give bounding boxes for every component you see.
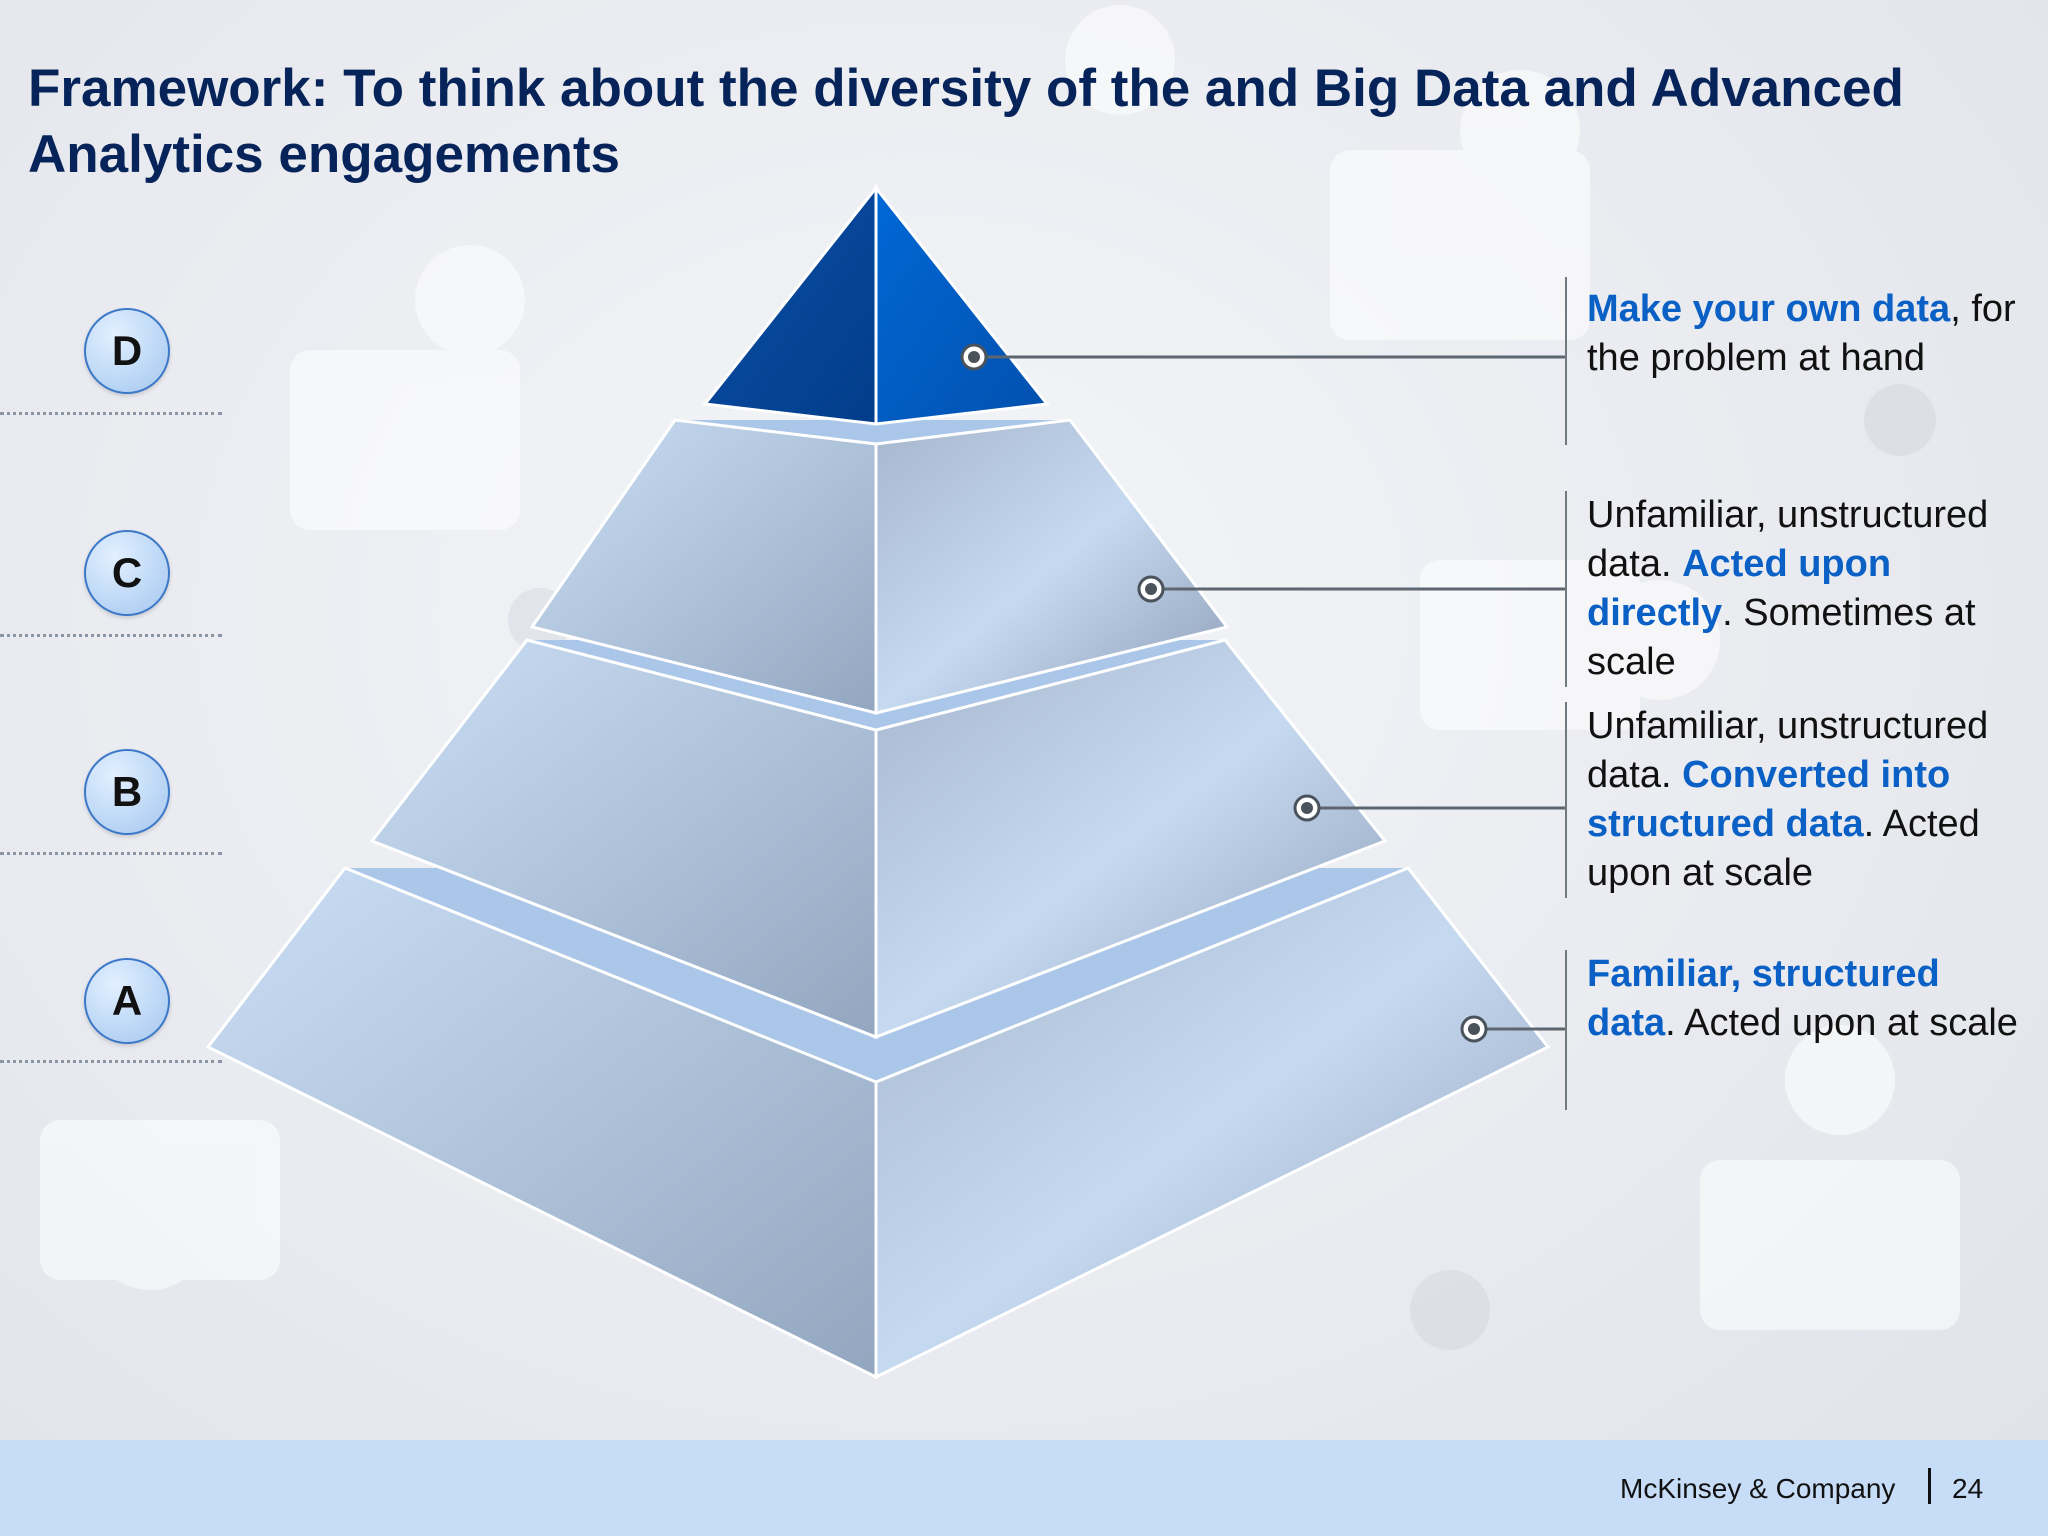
level-a-badge: A xyxy=(84,958,170,1044)
pyramid-level-c xyxy=(529,418,1230,715)
level-b-badge: B xyxy=(84,749,170,835)
level-b-desc-part-2: Converted into structured data xyxy=(1587,754,1951,845)
page-title-line-1: Framework: To think about the diversity … xyxy=(28,59,1904,118)
connector-d xyxy=(960,343,1566,371)
level-b-desc-part-3: . Acted upon at scale xyxy=(1587,803,1980,894)
footer-company: McKinsey & Company xyxy=(1620,1473,1896,1504)
level-b-desc-part-1: Unfamiliar, unstructured data. xyxy=(1587,705,1989,796)
connector-a xyxy=(1460,1015,1566,1043)
level-d-divider xyxy=(0,412,222,415)
page-title: Framework: To think about the diversity … xyxy=(28,56,2008,188)
level-a-divider xyxy=(0,1060,222,1063)
level-c-description: Unfamiliar, unstructured data. Acted upo… xyxy=(1565,491,2027,687)
level-a-desc-part-1: Familiar, structured data xyxy=(1587,953,1940,1044)
level-c-desc-part-3: . Sometimes at scale xyxy=(1587,592,1976,683)
level-d-description: Make your own data, for the problem at h… xyxy=(1565,277,2027,445)
level-a-desc-part-2: . Acted upon at scale xyxy=(1665,1002,2018,1044)
level-c-divider xyxy=(0,634,222,637)
level-b-divider xyxy=(0,852,222,855)
level-d-badge: D xyxy=(84,308,170,394)
level-c-badge: C xyxy=(84,530,170,616)
connector-c xyxy=(1137,575,1566,603)
footer-band xyxy=(0,1440,2048,1536)
pyramid-level-d xyxy=(702,183,1050,426)
level-c-desc-part-1: Unfamiliar, unstructured data. xyxy=(1587,494,1989,585)
level-b-description: Unfamiliar, unstructured data. Converted… xyxy=(1565,702,2027,898)
level-d-desc-part-2: , for the problem at hand xyxy=(1587,288,2016,379)
connector-b xyxy=(1293,794,1566,822)
level-d-desc-part-1: Make your own data xyxy=(1587,288,1951,330)
page-number: 24 xyxy=(1952,1473,1984,1504)
page-title-line-2: Analytics engagements xyxy=(28,125,621,184)
level-c-desc-part-2: Acted upon directly xyxy=(1587,543,1892,634)
footer-separator xyxy=(1928,1468,1931,1504)
level-a-description: Familiar, structured data. Acted upon at… xyxy=(1565,950,2027,1110)
